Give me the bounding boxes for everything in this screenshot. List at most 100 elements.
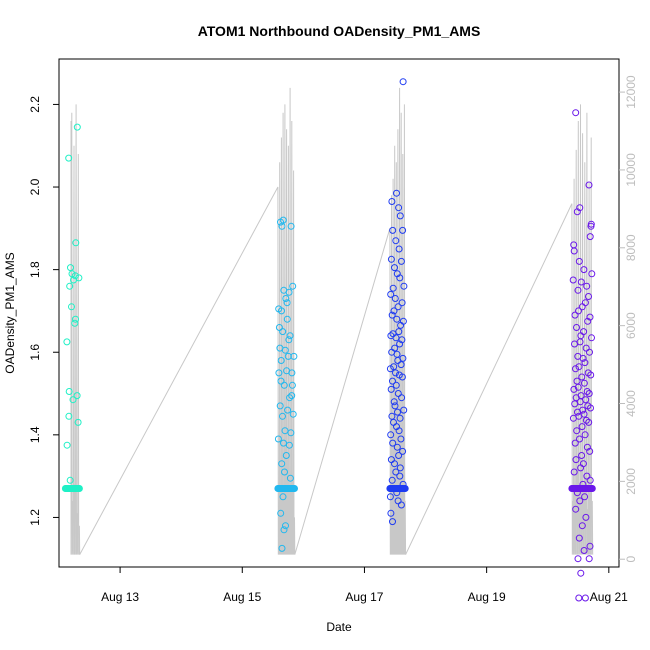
data-point	[577, 464, 585, 472]
data-point	[278, 222, 286, 230]
data-point	[72, 315, 79, 323]
data-point	[571, 439, 579, 447]
y-tick-label: 2.2	[28, 96, 42, 113]
data-point	[586, 233, 594, 241]
data-point	[390, 398, 398, 406]
data-point	[389, 284, 397, 292]
data-point	[288, 381, 296, 389]
data-point	[573, 427, 581, 435]
data-point	[584, 317, 592, 325]
data-point	[387, 385, 395, 393]
data-point	[282, 522, 289, 530]
data-point	[288, 369, 296, 377]
data-point	[286, 474, 294, 482]
right-y-tick-label: 4000	[624, 390, 638, 417]
data-point	[393, 443, 401, 451]
data-point	[394, 303, 402, 311]
data-point	[291, 485, 298, 492]
y-tick-label: 2.0	[28, 178, 42, 195]
data-point	[281, 468, 288, 476]
data-point	[401, 485, 409, 492]
data-point	[575, 363, 583, 371]
data-point	[572, 394, 580, 402]
right-y-tick-label: 12000	[624, 75, 638, 109]
data-point	[65, 154, 73, 162]
right-y-tick-label: 0	[624, 556, 638, 563]
data-point	[571, 311, 579, 319]
data-point	[582, 416, 590, 424]
data-point	[280, 439, 287, 447]
data-point	[397, 361, 405, 369]
data-point	[587, 222, 595, 230]
data-point	[280, 381, 288, 389]
data-point	[398, 336, 406, 344]
data-point	[392, 334, 400, 342]
data-point	[287, 222, 295, 230]
data-point	[276, 402, 284, 410]
data-point	[65, 388, 73, 395]
x-axis-label: Date	[326, 620, 352, 634]
data-point	[580, 266, 588, 274]
data-point	[579, 354, 587, 362]
x-tick-label: Aug 21	[590, 590, 628, 604]
data-point	[588, 270, 596, 278]
data-point	[578, 303, 586, 311]
data-point	[392, 381, 400, 389]
data-point	[391, 402, 399, 410]
data-point	[283, 315, 291, 323]
data-point	[582, 513, 590, 521]
data-point	[577, 278, 585, 286]
data-point	[580, 379, 588, 387]
data-point	[394, 408, 401, 416]
x-tick-label: Aug 13	[101, 590, 139, 604]
data-point	[288, 392, 296, 400]
right-y-tick-label: 6000	[624, 312, 638, 339]
data-point	[393, 189, 400, 197]
data-point	[395, 427, 403, 435]
data-point	[570, 385, 578, 393]
data-point	[399, 226, 407, 234]
data-point	[572, 505, 580, 513]
data-point	[397, 501, 405, 509]
data-point	[581, 431, 589, 439]
data-point	[393, 315, 401, 323]
data-point	[283, 299, 291, 307]
data-point	[585, 555, 593, 563]
data-point	[398, 299, 406, 307]
data-point	[282, 452, 290, 459]
data-points	[61, 78, 596, 602]
data-point	[388, 311, 396, 319]
data-point	[396, 414, 404, 422]
data-point	[574, 286, 582, 294]
data-point	[67, 264, 74, 272]
data-point	[395, 452, 403, 459]
data-point	[390, 307, 398, 315]
data-point	[577, 569, 585, 577]
data-point	[576, 435, 583, 443]
data-point	[569, 276, 577, 284]
data-point	[278, 460, 286, 468]
data-point	[586, 313, 594, 321]
data-point	[386, 365, 394, 373]
y-axis: 1.2 1.4 1.6 1.8 2.0 2.2	[28, 96, 59, 526]
data-point	[279, 412, 286, 420]
data-point	[281, 346, 289, 354]
data-point	[572, 456, 580, 464]
data-point	[572, 109, 580, 117]
data-point	[574, 383, 582, 391]
data-point	[282, 295, 290, 302]
x-tick-label: Aug 19	[468, 590, 506, 604]
data-point	[63, 338, 71, 346]
y-axis-label: OADensity_PM1_AMS	[3, 252, 17, 373]
data-point	[71, 272, 79, 280]
data-point	[387, 509, 395, 517]
data-point	[397, 321, 405, 329]
data-point	[387, 431, 395, 439]
data-point	[395, 204, 403, 212]
data-point	[387, 255, 395, 263]
data-point	[72, 239, 80, 247]
data-point	[575, 257, 583, 265]
data-point	[388, 198, 396, 205]
